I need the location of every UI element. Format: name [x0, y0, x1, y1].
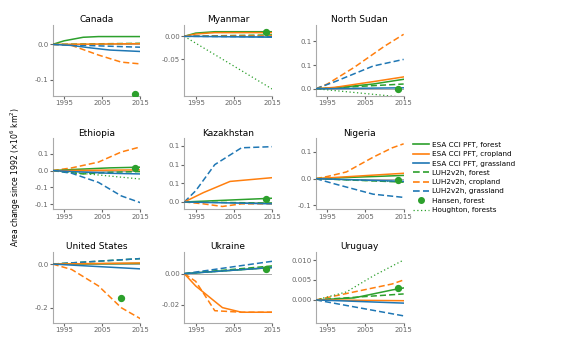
Title: Uruguay: Uruguay	[340, 242, 379, 251]
Point	[261, 266, 271, 272]
Point	[130, 165, 139, 171]
Title: Ethiopia: Ethiopia	[78, 129, 115, 138]
Legend: ESA CCI PFT, forest, ESA CCI PFT, cropland, ESA CCI PFT, grassland, LUH2v2h, for: ESA CCI PFT, forest, ESA CCI PFT, cropla…	[413, 142, 515, 213]
Title: North Sudan: North Sudan	[331, 15, 388, 24]
Point	[261, 196, 271, 202]
Point	[393, 86, 402, 92]
Point	[393, 285, 402, 291]
Text: Area change since 1992 ($\times$10$^6$ km$^2$): Area change since 1992 ($\times$10$^6$ k…	[9, 108, 23, 247]
Title: Canada: Canada	[80, 15, 113, 24]
Point	[116, 295, 126, 301]
Point	[393, 177, 402, 183]
Point	[130, 91, 139, 97]
Title: Kazakhstan: Kazakhstan	[202, 129, 254, 138]
Title: Nigeria: Nigeria	[343, 129, 376, 138]
Point	[261, 29, 271, 35]
Title: Ukraine: Ukraine	[211, 242, 246, 251]
Title: United States: United States	[66, 242, 128, 251]
Title: Myanmar: Myanmar	[207, 15, 249, 24]
